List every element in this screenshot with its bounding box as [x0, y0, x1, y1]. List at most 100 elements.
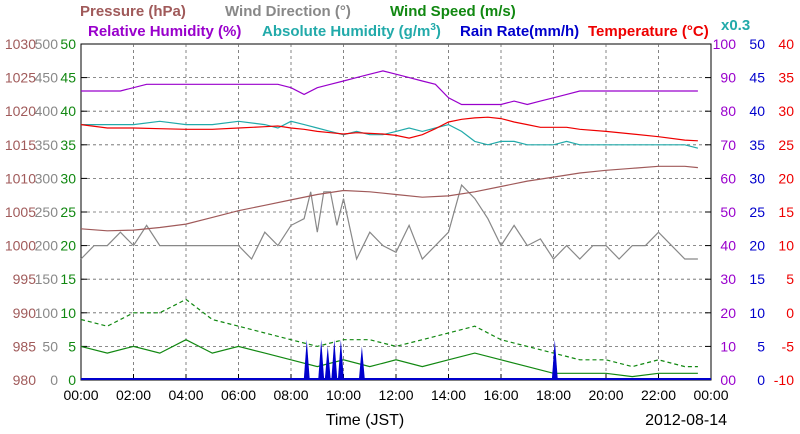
rain-spike [324, 346, 331, 380]
x-axis-title: Time (JST) [326, 412, 405, 429]
y-tick-label-wind-direction: 200 [35, 238, 59, 254]
y-tick-label-wind-direction: 250 [35, 204, 59, 220]
y-tick-label-wind-speed: 40 [60, 103, 76, 119]
y-tick-label-rain-rate: 20 [749, 238, 765, 254]
y-tick-label-temperature: -5 [782, 338, 795, 354]
y-tick-label-wind-speed: 20 [60, 238, 76, 254]
y-tick-label-humidity: 80 [720, 103, 736, 119]
y-tick-label-pressure: 1030 [5, 36, 36, 52]
series-line-wind-speed-m-s [80, 339, 698, 378]
legend-entry: Pressure (hPa) [80, 3, 186, 20]
y-tick-label-rain-rate: 45 [749, 70, 765, 86]
rain-spike [303, 339, 310, 380]
y-tick-label-wind-direction: 500 [35, 36, 59, 52]
series-line-absolute-humidity-g-m [81, 120, 699, 149]
y-tick-label-wind-speed: 35 [60, 137, 76, 153]
legend-entry: Rain Rate(mm/h) [460, 23, 579, 40]
y-tick-label-wind-speed: 45 [60, 70, 76, 86]
y-tick-label-wind-direction: 400 [35, 103, 59, 119]
y-tick-label-wind-direction: 450 [35, 70, 59, 86]
legend-row-1: Pressure (hPa) Wind Direction (°) Wind Spe… [80, 3, 516, 20]
x-tick-label: 16:00 [483, 387, 518, 403]
y-tick-label-pressure: 1000 [5, 238, 36, 254]
y-tick-label-wind-direction: 150 [35, 271, 59, 287]
y-tick-label-wind-direction: 300 [35, 170, 59, 186]
series-line-wind-direction [80, 183, 698, 261]
y-tick-label-temperature: 5 [786, 271, 794, 287]
y-tick-label-rain-rate: 50 [749, 36, 765, 52]
series-line-pressure-hpa [80, 165, 698, 232]
y-tick-label-temperature: -10 [774, 372, 794, 388]
y-tick-label-wind-speed: 5 [68, 338, 76, 354]
rain-layer [81, 339, 711, 380]
y-tick-label-wind-speed: 25 [60, 204, 76, 220]
rain-spike [358, 346, 365, 380]
y-tick-label-rain-rate: 5 [757, 338, 765, 354]
legend-row-2: Relative Humidity (%) Absolute Humidity (… [88, 22, 709, 40]
y-tick-label-humidity: 10 [720, 338, 736, 354]
legend-entry: Wind Direction (°) [225, 3, 351, 20]
y-tick-label-rain-rate: 0 [757, 372, 765, 388]
x-tick-label: 22:00 [641, 387, 676, 403]
y-tick-label-temperature: 10 [778, 238, 794, 254]
series-line-temperature-c [80, 116, 698, 142]
y-tick-label-humidity: 40 [720, 238, 736, 254]
x-tick-label: 18:00 [536, 387, 571, 403]
y-tick-label-humidity: 100 [713, 36, 737, 52]
x-tick-label: 04:00 [168, 387, 203, 403]
grid [81, 43, 711, 381]
x-tick-label: 00:00 [63, 387, 98, 403]
y-tick-label-pressure: 990 [13, 305, 37, 321]
y-tick-label-wind-direction: 100 [35, 305, 59, 321]
y-tick-label-pressure: 985 [13, 338, 37, 354]
y-tick-label-wind-direction: 0 [50, 372, 58, 388]
y-tick-label-temperature: 35 [778, 70, 794, 86]
series-line-wind-gust [80, 298, 698, 368]
series-line-relative-humidity [81, 70, 698, 106]
y-tick-label-wind-speed: 10 [60, 305, 76, 321]
y-tick-label-rain-rate: 40 [749, 103, 765, 119]
y-tick-label-humidity: 50 [720, 204, 736, 220]
y-tick-label-humidity: 20 [720, 305, 736, 321]
x-tick-label: 06:00 [221, 387, 256, 403]
y-tick-label-humidity: 90 [720, 70, 736, 86]
right-axes: 1009080706050403020100050454035302520151… [713, 36, 795, 388]
y-tick-label-wind-direction: 50 [42, 338, 58, 354]
y-tick-label-humidity: 70 [720, 137, 736, 153]
rain-spike [318, 339, 325, 380]
y-tick-label-wind-speed: 30 [60, 170, 76, 186]
y-tick-label-pressure: 1010 [5, 170, 36, 186]
series-layer [80, 70, 699, 378]
y-tick-label-wind-speed: 50 [60, 36, 76, 52]
y-tick-label-temperature: 25 [778, 137, 794, 153]
y-tick-label-temperature: 15 [778, 204, 794, 220]
y-tick-label-humidity: 60 [720, 170, 736, 186]
y-tick-label-pressure: 1015 [5, 137, 36, 153]
legend-superscript: 3 [430, 22, 436, 33]
rain-spike [551, 339, 558, 380]
chart-date: 2012-08-14 [645, 412, 727, 429]
y-tick-label-wind-speed: 0 [68, 372, 76, 388]
y-tick-label-pressure: 995 [13, 271, 37, 287]
legend-entry-tail: ) [436, 23, 441, 40]
rain-spike [337, 339, 344, 380]
x-tick-label: 00:00 [693, 387, 728, 403]
y-tick-label-temperature: 0 [786, 305, 794, 321]
y-tick-label-temperature: 30 [778, 103, 794, 119]
x-tick-label: 08:00 [273, 387, 308, 403]
x-tick-label: 12:00 [378, 387, 413, 403]
rain-scale-label: x0.3 [721, 17, 750, 34]
legend-entry: Wind Speed (m/s) [390, 3, 516, 20]
legend-entry: Relative Humidity (%) [88, 23, 241, 40]
y-tick-label-pressure: 980 [13, 372, 37, 388]
legend-entry: Temperature (°C) [588, 23, 709, 40]
y-tick-label-wind-speed: 15 [60, 271, 76, 287]
y-tick-label-rain-rate: 15 [749, 271, 765, 287]
y-tick-label-pressure: 1020 [5, 103, 36, 119]
y-tick-label-rain-rate: 30 [749, 170, 765, 186]
y-tick-label-pressure: 1025 [5, 70, 36, 86]
y-tick-label-temperature: 20 [778, 170, 794, 186]
rain-spike [331, 339, 338, 380]
x-tick-label: 14:00 [431, 387, 466, 403]
